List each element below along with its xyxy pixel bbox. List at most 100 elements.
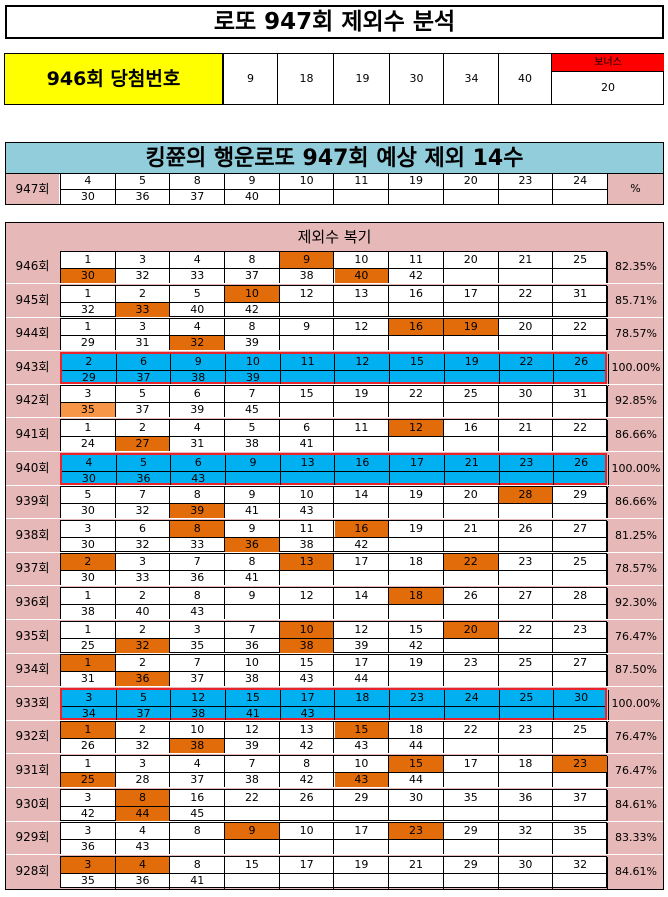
number-cell [389,536,444,553]
round-label: 937회 [15,561,50,576]
row-separator [6,652,663,654]
number-cell: 40 [116,604,171,620]
number-cell [499,189,554,205]
row-separator [6,283,663,285]
number-cell: 19 [443,319,499,336]
number-cell: 25 [444,386,499,403]
number-grid: 3 4 8 15 17 19 21 29 30 32 35 36 41 [60,855,608,889]
number-cell: 29 [61,335,116,352]
number-cell: 15 [390,353,445,370]
number-cell: 10 [335,252,390,268]
number-cell: 1 [61,756,116,772]
number-cell: 22 [499,285,554,302]
number-cell [553,671,608,688]
exclusion-rate: 76.47% [615,764,657,777]
number-cell: 7 [170,554,226,571]
number-cell: 25 [500,689,555,706]
review-row: 934회 1 2 7 10 15 17 19 23 25 27 31 36 37 38 43 44 87.50% [6,653,663,688]
number-cell: 3 [61,386,116,403]
prediction-percent-header: % [608,174,663,204]
number-cell: 12 [336,353,391,370]
number-cell: 26 [554,353,609,370]
winning-number: 18 [280,54,334,104]
winning-number: 34 [445,54,499,104]
round-label: 929회 [15,830,50,845]
number-cell [499,503,554,520]
number-cell: 35 [61,402,116,419]
number-cell: 26 [280,789,335,806]
number-cell [389,805,444,822]
number-cell: 21 [499,252,554,268]
review-row: 938회 3 6 8 9 11 16 19 21 26 27 30 32 33 36 38 42 81.25% [6,519,663,553]
number-cell [336,470,391,487]
number-cell: 6 [170,386,226,403]
number-cell: 8 [115,789,171,806]
number-cell: 3 [116,756,171,772]
number-cell [499,570,554,587]
exclusion-rate: 92.85% [615,394,657,408]
round-label: 936회 [15,595,50,609]
number-cell [554,470,609,487]
number-cell: 38 [225,772,280,788]
number-cell: 2 [116,722,171,739]
number-cell: 18 [389,722,444,739]
number-cell: 45 [170,805,226,822]
round-label: 946회 [15,259,50,273]
number-cell: 1 [61,588,116,604]
number-cell: 15 [389,756,444,772]
number-cell: 39 [225,738,280,755]
number-cell [500,470,555,487]
number-cell: 20 [499,319,554,336]
number-cell: 22 [500,353,555,370]
number-cell: 36 [170,570,226,587]
number-cell: 36 [61,839,116,856]
prediction-round-label: 947회 [6,174,59,204]
number-cell: 10 [335,756,390,772]
row-separator [6,451,663,453]
number-cell: 17 [281,689,336,706]
review-row: 937회 2 3 7 8 13 17 18 22 23 25 30 33 36 41 78.57% [6,552,663,587]
number-cell [499,604,554,620]
number-cell: 42 [280,772,335,788]
number-cell: 29 [62,369,117,386]
exclusion-rate: 86.66% [615,428,657,441]
number-cell: 19 [445,353,500,370]
number-cell: 9 [226,454,281,471]
number-cell [280,402,335,419]
number-cell: 37 [170,671,226,688]
exclusion-rate: 76.47% [615,730,657,744]
number-cell: 4 [62,454,117,471]
row-separator [6,719,663,721]
number-cell: 30 [61,189,116,205]
number-cell [335,301,390,318]
number-cell: 40 [225,189,280,205]
number-cell [280,604,335,620]
prediction-grid: 4 5 8 9 10 11 19 20 23 24 30 36 37 40 [60,173,609,205]
number-cell: 30 [499,856,554,873]
number-cell: 2 [116,420,171,436]
number-cell [280,570,335,587]
review-row: 935회 1 2 3 7 10 12 15 20 22 23 25 32 35 36 38 39 42 76.47% [6,620,663,654]
number-cell [499,268,554,284]
number-cell: 2 [116,655,171,672]
number-cell [444,402,499,419]
number-cell [499,671,554,688]
number-cell: 33 [170,536,226,553]
number-cell: 27 [499,588,554,604]
number-cell: 8 [170,823,226,840]
number-cell: 9 [225,520,280,537]
number-cell [444,268,499,284]
number-cell: 43 [281,705,336,722]
exclusion-rate: 86.66% [615,495,657,509]
row-separator [6,820,663,822]
round-label: 939회 [15,494,50,509]
number-cell: 23 [499,173,554,189]
number-cell [389,436,444,452]
number-cell [444,872,499,889]
number-cell [553,268,608,284]
number-cell: 15 [225,856,280,873]
number-cell [336,705,391,722]
number-cell [499,335,554,352]
number-grid-all-excluded: 2 6 9 10 11 12 15 19 22 26 29 37 38 39 [60,351,609,386]
review-row: 930회 3 8 16 22 26 29 30 35 36 37 42 44 45 84.61% [6,788,663,822]
